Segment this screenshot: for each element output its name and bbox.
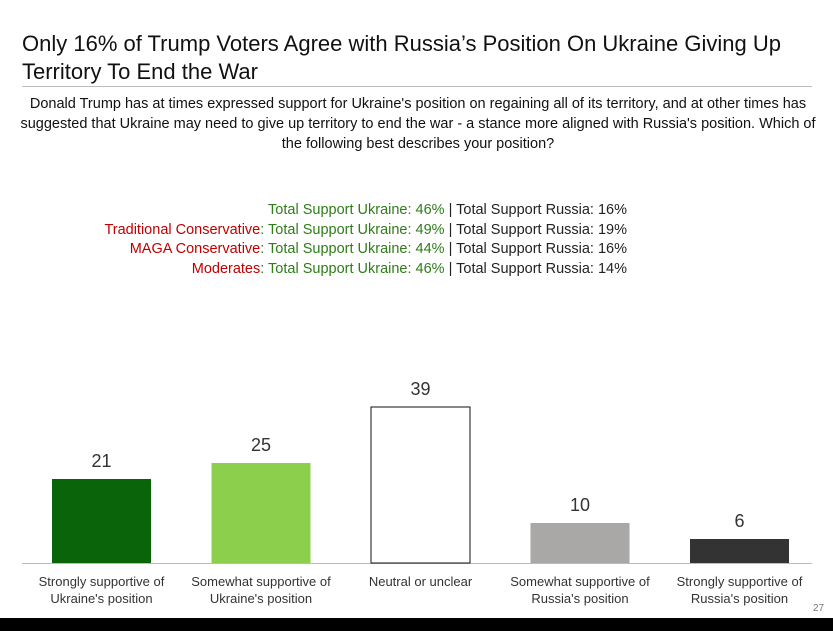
chart-title: Only 16% of Trump Voters Agree with Russ… (22, 31, 781, 84)
footer-bar (0, 618, 833, 631)
annotation-text: Total Support Ukraine: 46% (268, 202, 445, 218)
value-label: 21 (91, 451, 111, 471)
annotation-text: : Total Support Ukraine: 49% (260, 221, 445, 238)
x-tick-label: Strongly supportive of Ukraine's positio… (38, 574, 165, 606)
annotation-text: | Total Support Russia: 14% (444, 261, 627, 278)
value-label: 25 (251, 435, 271, 455)
x-tick-label: Somewhat supportive of Ukraine's positio… (191, 574, 331, 606)
annotation-line: MAGA Conservative: Total Support Ukraine… (0, 240, 627, 260)
annotation-text: | Total Support Russia: 16% (444, 202, 627, 218)
x-tick-label: Strongly supportive of Russia's position (676, 574, 803, 606)
annotation-text: | Total Support Russia: 19% (444, 221, 627, 238)
annotation-text: Traditional Conservative (104, 221, 261, 238)
subtitle: Donald Trump has at times expressed supp… (20, 96, 816, 152)
title-rule (22, 86, 812, 87)
annotations: Total Support Ukraine: 46% | Total Suppo… (0, 201, 627, 280)
bar (530, 523, 630, 563)
annotation-line: Traditional Conservative: Total Support … (0, 221, 627, 241)
bar (52, 479, 151, 563)
value-label: 39 (410, 379, 430, 399)
annotation-text: Moderates (191, 261, 261, 278)
annotation-text: | Total Support Russia: 16% (444, 241, 627, 258)
value-label: 10 (570, 495, 590, 515)
bar (211, 463, 311, 563)
bar (370, 406, 471, 564)
x-tick-label: Somewhat supportive of Russia's position (510, 574, 650, 606)
value-label: 6 (734, 511, 744, 531)
annotation-line: Total Support Ukraine: 46% | Total Suppo… (0, 201, 627, 221)
x-tick-label: Neutral or unclear (368, 574, 473, 589)
annotation-text: MAGA Conservative (129, 241, 261, 258)
annotation-text: : Total Support Ukraine: 44% (260, 241, 445, 258)
page-number: 27 (813, 603, 825, 614)
annotation-text: : Total Support Ukraine: 46% (260, 261, 445, 278)
bar (690, 539, 789, 563)
annotation-line: Moderates: Total Support Ukraine: 46% | … (0, 260, 627, 280)
